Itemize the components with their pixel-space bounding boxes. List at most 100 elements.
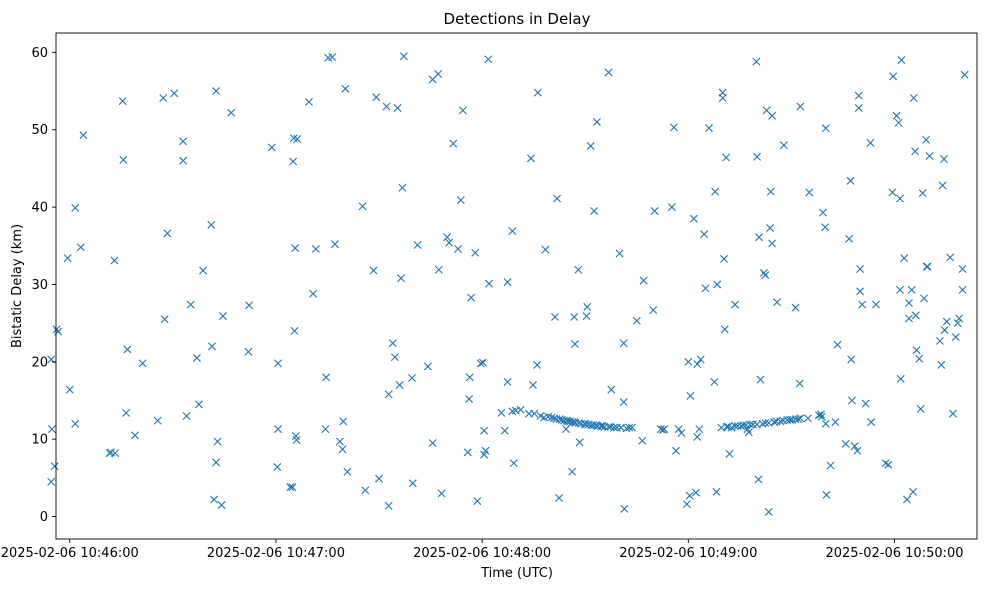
data-point-stroke xyxy=(795,379,804,388)
data-point xyxy=(861,399,870,408)
data-point xyxy=(761,418,770,427)
data-point xyxy=(160,315,169,324)
data-point-stroke xyxy=(245,301,254,310)
data-point xyxy=(850,442,859,451)
data-point-stroke xyxy=(619,398,628,407)
data-point xyxy=(649,305,658,314)
data-point xyxy=(343,467,352,476)
data-point-stroke xyxy=(274,425,282,434)
data-point xyxy=(467,293,476,302)
data-point-stroke xyxy=(900,254,909,263)
x-tick-label: 2025-02-06 10:48:00 xyxy=(413,546,551,561)
data-point xyxy=(369,266,378,275)
data-point xyxy=(471,248,480,257)
data-point xyxy=(322,373,331,382)
data-point-stroke xyxy=(533,360,542,369)
x-tick-label: 2025-02-06 10:49:00 xyxy=(619,546,757,561)
data-point xyxy=(568,467,577,476)
data-point-stroke xyxy=(744,428,753,437)
data-point xyxy=(866,138,875,147)
data-point xyxy=(131,431,140,440)
data-point xyxy=(50,462,59,471)
data-point-stroke xyxy=(779,141,788,150)
data-point xyxy=(731,300,740,309)
data-point xyxy=(179,156,188,165)
data-point-stroke xyxy=(853,446,862,455)
data-point-stroke xyxy=(946,253,955,262)
data-point-stroke xyxy=(289,134,298,143)
data-point-stroke xyxy=(922,135,931,144)
data-point-stroke xyxy=(267,143,276,152)
data-point xyxy=(208,342,217,351)
data-point-stroke xyxy=(826,461,835,470)
data-point-stroke xyxy=(758,419,767,428)
data-point-stroke xyxy=(761,418,770,427)
y-tick-label: 50 xyxy=(31,123,48,138)
data-point xyxy=(948,409,957,418)
data-point-stroke xyxy=(768,111,777,120)
data-point-stroke xyxy=(516,405,525,414)
data-point-stroke xyxy=(428,439,437,448)
data-point xyxy=(388,339,397,348)
data-point-stroke xyxy=(639,276,648,285)
data-point xyxy=(434,70,443,78)
data-point xyxy=(192,353,201,362)
data-point xyxy=(894,118,903,127)
data-point xyxy=(71,419,80,428)
data-point-stroke xyxy=(227,108,236,117)
data-point-stroke xyxy=(817,412,826,421)
data-point-stroke xyxy=(213,437,222,446)
data-point-stroke xyxy=(321,425,330,434)
data-point-stroke xyxy=(47,477,56,486)
data-point xyxy=(553,194,562,203)
data-point xyxy=(503,278,512,287)
data-point xyxy=(691,488,700,497)
data-point xyxy=(533,88,542,97)
data-point xyxy=(821,124,830,133)
data-point-stroke xyxy=(219,312,228,321)
data-point-stroke xyxy=(50,462,59,471)
data-point-stroke xyxy=(884,460,893,469)
data-point-stroke xyxy=(290,326,299,335)
data-point xyxy=(213,437,222,446)
x-tick-label: 2025-02-06 10:50:00 xyxy=(825,546,963,561)
data-point-stroke xyxy=(622,424,631,433)
data-point-stroke xyxy=(892,111,901,120)
data-point-stroke xyxy=(485,279,493,288)
data-point-stroke xyxy=(856,287,865,296)
data-point xyxy=(819,208,828,217)
data-point-stroke xyxy=(755,233,764,242)
data-point-stroke xyxy=(480,426,489,435)
data-point-stroke xyxy=(625,423,634,432)
data-point xyxy=(63,254,72,263)
data-point xyxy=(667,203,676,212)
data-point-stroke xyxy=(570,312,579,321)
x-tick-label: 2025-02-06 10:46:00 xyxy=(1,546,139,561)
data-point-stroke xyxy=(604,68,613,77)
data-point-stroke xyxy=(733,422,742,431)
data-point-stroke xyxy=(923,262,932,271)
data-point-stroke xyxy=(904,299,913,308)
data-point-stroke xyxy=(503,278,512,287)
data-point xyxy=(551,312,559,321)
data-point-stroke xyxy=(920,294,929,303)
data-point-stroke xyxy=(803,414,812,423)
data-point-stroke xyxy=(854,104,863,113)
data-point-stroke xyxy=(632,316,641,325)
data-point xyxy=(682,500,691,509)
data-point-stroke xyxy=(361,486,370,495)
data-point-stroke xyxy=(413,241,422,249)
data-point-stroke xyxy=(384,390,393,399)
data-point xyxy=(896,374,905,383)
y-axis-label: Bistatic Delay (km) xyxy=(10,224,25,348)
data-point xyxy=(274,425,282,434)
data-point xyxy=(434,265,443,274)
data-point xyxy=(942,317,951,326)
data-point-stroke xyxy=(696,355,705,364)
data-point-stroke xyxy=(568,418,577,427)
data-point xyxy=(574,265,583,274)
data-point-stroke xyxy=(867,418,876,427)
data-point-stroke xyxy=(669,123,678,132)
data-point xyxy=(856,264,865,273)
data-point xyxy=(361,486,370,495)
